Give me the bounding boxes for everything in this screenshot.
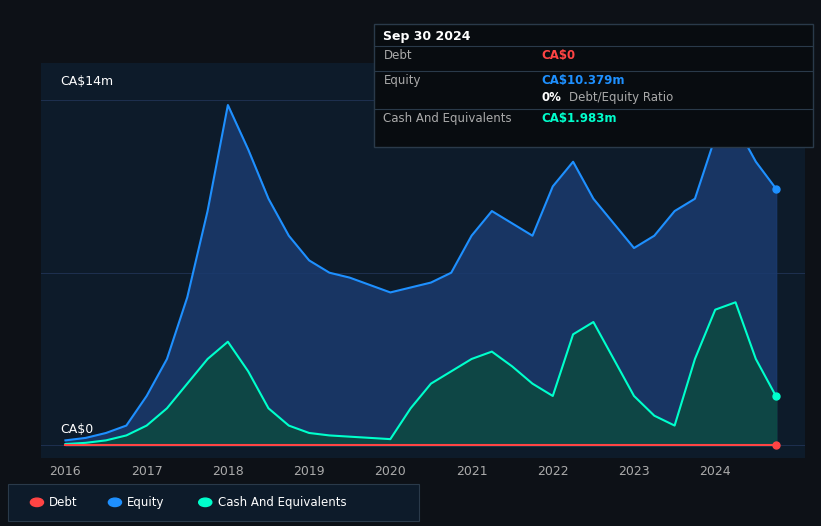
Text: 0%: 0% [542, 91, 562, 104]
Text: Equity: Equity [383, 74, 421, 87]
Text: Debt: Debt [49, 496, 78, 509]
Text: CA$0: CA$0 [60, 423, 94, 436]
Text: Debt/Equity Ratio: Debt/Equity Ratio [569, 91, 673, 104]
Text: CA$0: CA$0 [542, 49, 576, 62]
Text: Cash And Equivalents: Cash And Equivalents [218, 496, 346, 509]
Text: Equity: Equity [127, 496, 165, 509]
Text: Debt: Debt [383, 49, 412, 62]
Text: CA$14m: CA$14m [60, 75, 113, 88]
Text: Cash And Equivalents: Cash And Equivalents [383, 112, 512, 125]
Text: Sep 30 2024: Sep 30 2024 [383, 30, 471, 43]
Text: CA$10.379m: CA$10.379m [542, 74, 626, 87]
Text: CA$1.983m: CA$1.983m [542, 112, 617, 125]
